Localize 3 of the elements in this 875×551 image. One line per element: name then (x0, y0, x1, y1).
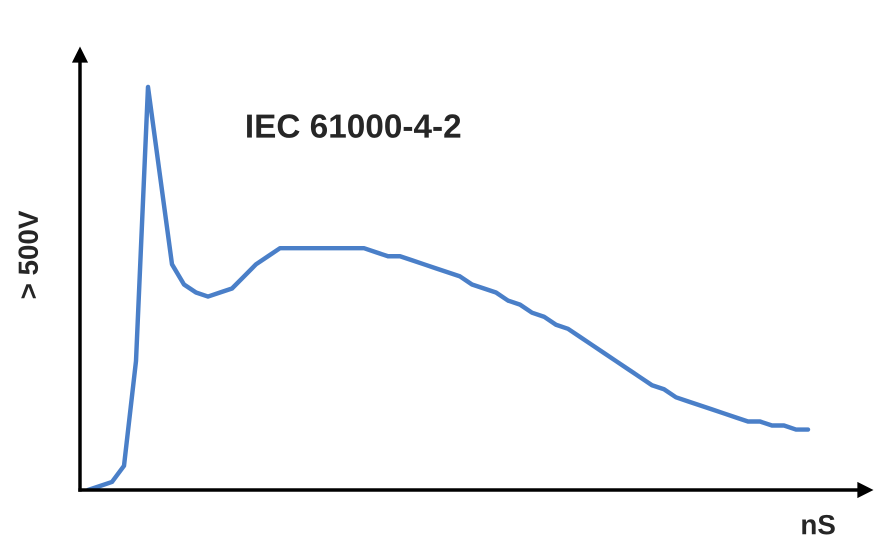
annotation: IEC 61000-4-2 (247, 114, 460, 138)
x-axis-title: nS (802, 514, 835, 534)
y-axis-title: > 500V (18, 210, 38, 298)
